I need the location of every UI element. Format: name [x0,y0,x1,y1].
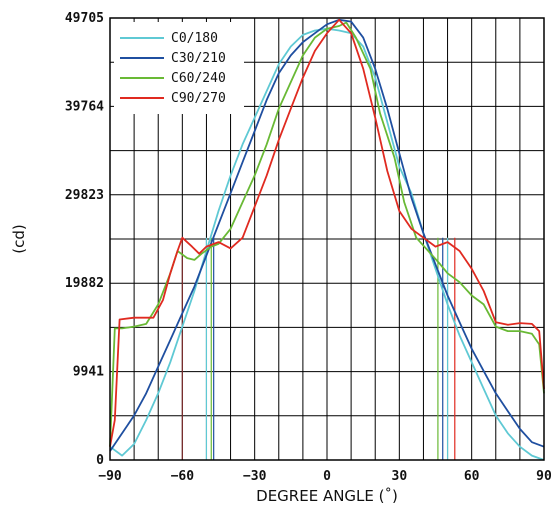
legend-label: C0/180 [171,31,218,46]
x-axis-title: DEGREE ANGLE (˚) [256,487,398,505]
y-tick-label: 0 [96,453,104,468]
y-tick-label: 49705 [65,11,104,26]
series-line-c90-270 [109,18,545,447]
legend-label: C60/240 [171,71,226,86]
x-tick-label: −90 [98,469,122,484]
y-tick-labels: 0 9941 19882 29823 39764 49705 [65,11,104,468]
x-tick-labels: −90 −60 −30 0 30 60 90 [98,469,551,484]
y-tick-label: 9941 [73,365,104,380]
legend-label: C30/210 [171,51,226,66]
drop-lines [181,237,456,460]
y-tick-label: 19882 [65,276,104,291]
plot-frame [109,17,545,461]
series-line-c30-210 [109,18,545,452]
x-tick-label: −30 [243,469,267,484]
series-lines [109,18,545,461]
y-tick-label: 29823 [65,188,104,203]
y-tick-label: 39764 [65,99,104,114]
y-axis-title: (cd) [10,224,28,253]
legend: C0/180 C30/210 C60/240 C90/270 [114,22,244,114]
x-tick-label: −60 [171,469,195,484]
x-tick-label: 60 [464,469,480,484]
x-tick-label: 90 [536,469,551,484]
legend-label: C90/270 [171,91,226,106]
x-tick-label: 0 [323,469,331,484]
x-tick-label: 30 [392,469,408,484]
